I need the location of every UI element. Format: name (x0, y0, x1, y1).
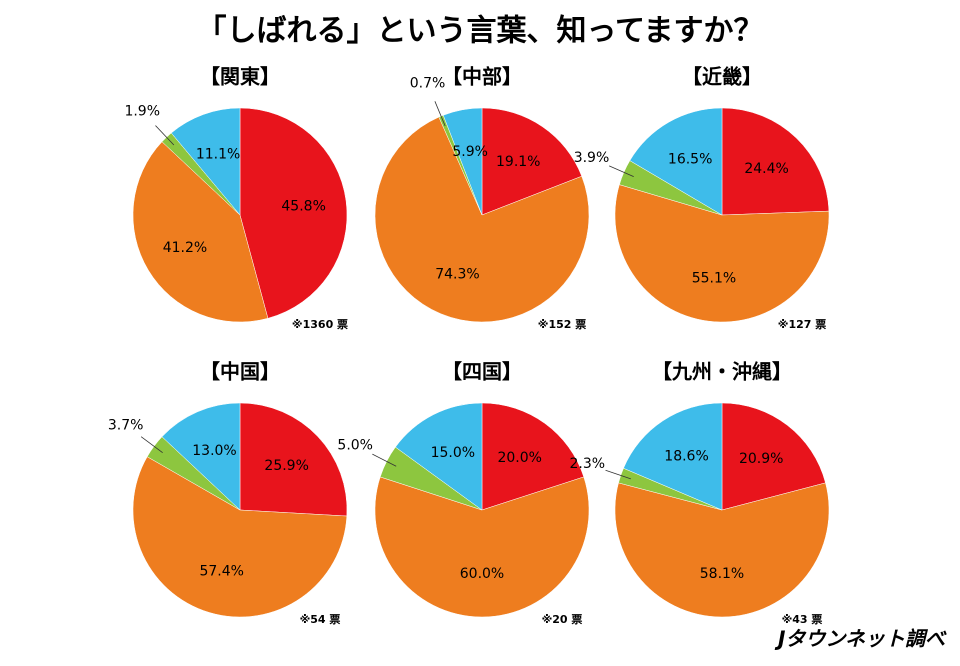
pie-slice (132, 456, 348, 618)
vote-note: ※54 票 (300, 613, 341, 626)
data-label: 60.0% (460, 566, 504, 582)
pie-slice (481, 402, 585, 511)
chart-title: 「しばれる」という言葉、知ってますか？ (197, 14, 764, 49)
leader-line (140, 436, 163, 453)
pie-slice (721, 402, 826, 511)
data-label: 20.0% (497, 450, 541, 466)
leader-line (155, 125, 175, 146)
pie-slice (614, 184, 830, 323)
pie-title: 【九州・沖縄】 (652, 360, 792, 384)
data-label: 5.9% (452, 144, 488, 160)
vote-note: ※20 票 (542, 613, 583, 626)
pie-slice (442, 107, 483, 216)
pie-slice (374, 476, 590, 618)
data-label: 18.6% (664, 448, 708, 464)
pie-slice (629, 107, 723, 216)
pie-title: 【関東】 (200, 65, 280, 89)
leader-line (605, 469, 631, 480)
vote-note: ※43 票 (782, 613, 823, 626)
data-label: 1.9% (124, 104, 160, 120)
pie-title: 【近畿】 (682, 65, 762, 89)
leader-line (434, 101, 446, 127)
data-label: 45.8% (281, 199, 325, 215)
vote-note: ※152 票 (538, 318, 587, 331)
pie-slice (374, 116, 590, 323)
pie-slice (623, 402, 723, 511)
leader-line (609, 165, 634, 177)
data-label: 57.4% (199, 564, 243, 580)
leader-line (372, 453, 397, 467)
pie-slice (614, 482, 830, 618)
data-label: 20.9% (739, 451, 783, 467)
data-label: 11.1% (196, 147, 240, 163)
pie-title: 【中国】 (200, 360, 280, 384)
data-label: 74.3% (435, 266, 479, 282)
pie-slice (170, 107, 241, 216)
data-label: 2.3% (570, 456, 606, 472)
data-label: 41.2% (163, 240, 207, 256)
data-label: 58.1% (700, 566, 744, 582)
pie-slice (239, 402, 348, 517)
data-label: 3.7% (108, 417, 144, 433)
data-label: 55.1% (692, 271, 736, 287)
pie-slice (161, 402, 241, 511)
pie-title: 【中部】 (442, 65, 522, 89)
data-label: 15.0% (431, 445, 475, 461)
pie-slice (395, 402, 483, 511)
pie-title: 【四国】 (442, 360, 522, 384)
pie-slice (239, 107, 348, 319)
data-label: 13.0% (192, 443, 236, 459)
vote-note: ※1360 票 (292, 318, 348, 331)
data-label: 0.7% (410, 76, 446, 92)
pie-slice (481, 107, 583, 216)
source: Jタウンネット調べ (774, 627, 947, 651)
pie-slice (721, 107, 830, 216)
pie-slice (132, 141, 269, 323)
data-label: 16.5% (668, 151, 712, 167)
data-label: 25.9% (264, 458, 308, 474)
data-label: 19.1% (496, 154, 540, 170)
data-label: 3.9% (574, 150, 610, 166)
data-label: 5.0% (337, 437, 373, 453)
vote-note: ※127 票 (778, 318, 827, 331)
data-label: 24.4% (744, 161, 788, 177)
